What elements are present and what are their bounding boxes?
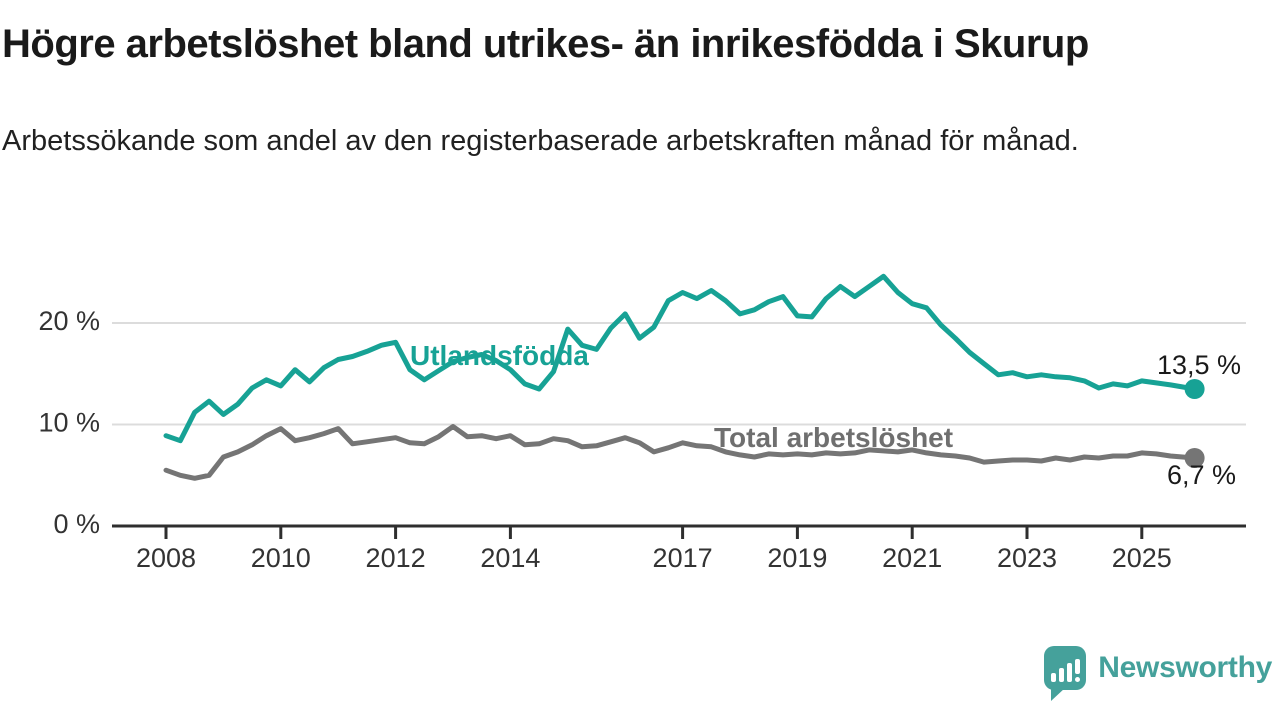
x-axis-label: 2017 bbox=[653, 543, 713, 573]
series-end-dot-utlandsfodda bbox=[1184, 379, 1205, 399]
x-axis-label: 2019 bbox=[767, 543, 827, 573]
newsworthy-logo: Newsworthy bbox=[1044, 646, 1272, 701]
total-end-value-label: 6,7 % bbox=[1167, 460, 1237, 490]
x-axis-label: 2010 bbox=[251, 543, 311, 573]
total-series-label: Total arbetslöshet bbox=[714, 422, 954, 453]
utlandsfodda-series-label: Utlandsfödda bbox=[410, 340, 589, 371]
series-end-dot-total bbox=[1184, 448, 1205, 468]
logo-text: Newsworthy bbox=[1098, 651, 1272, 684]
x-axis-label: 2025 bbox=[1112, 543, 1172, 573]
x-axis-label: 2012 bbox=[366, 543, 426, 573]
logo-bar-tall bbox=[1067, 663, 1073, 682]
y-axis-label: 0 % bbox=[53, 509, 100, 539]
x-axis-label: 2008 bbox=[136, 543, 196, 573]
x-axis-label: 2021 bbox=[882, 543, 942, 573]
bar-chart-speech-bubble-icon bbox=[1044, 646, 1087, 701]
logo-bar-medium bbox=[1059, 668, 1065, 682]
series-line-total bbox=[163, 424, 1198, 481]
y-axis-label: 10 % bbox=[38, 408, 100, 438]
x-axis-label: 2023 bbox=[997, 543, 1057, 573]
chart-subtitle: Arbetssökande som andel av den registerb… bbox=[2, 125, 1079, 157]
utlandsfodda-end-value-label: 13,5 % bbox=[1157, 350, 1242, 380]
logo-exclamation-icon bbox=[1075, 659, 1081, 682]
logo-bar-small bbox=[1051, 673, 1057, 682]
x-axis-label: 2014 bbox=[480, 543, 540, 573]
series-line-utlandsfodda bbox=[163, 273, 1198, 444]
y-axis-label: 20 % bbox=[38, 306, 100, 336]
chart-title: Högre arbetslöshet bland utrikes- än inr… bbox=[2, 22, 1089, 66]
